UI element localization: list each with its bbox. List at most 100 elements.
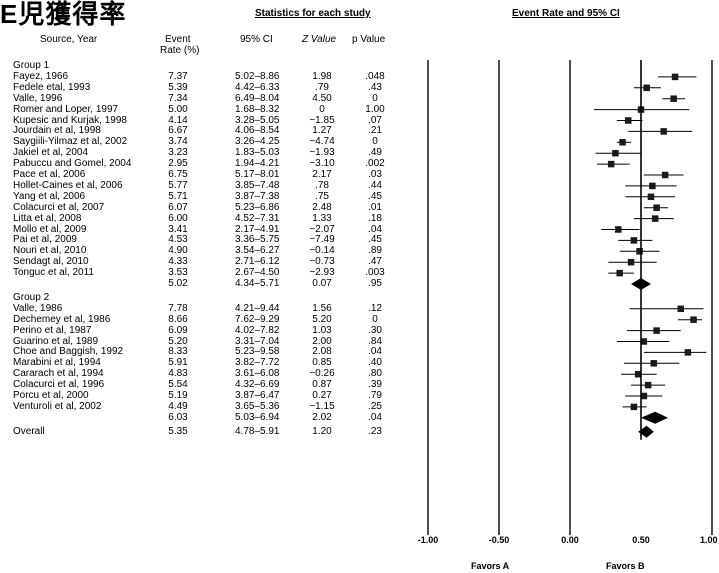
g1-row-6-rate: 3.74 xyxy=(168,136,188,148)
g2-row-8-source: Porcu et al, 2000 xyxy=(13,390,89,401)
g1-row-5-source: Jourdain et al, 1998 xyxy=(13,125,101,137)
overall-p: .23 xyxy=(368,425,382,437)
g2-summary-rate: 6.03 xyxy=(168,411,188,423)
g2-row-9-source: Venturoli et al, 2002 xyxy=(13,400,102,412)
point-estimate xyxy=(647,193,655,201)
x-tick-label: -0.50 xyxy=(488,535,510,545)
g1-row-0-p: .048 xyxy=(365,70,385,82)
point-estimate xyxy=(661,171,669,179)
g1-row-13-source: Litta et al, 2008 xyxy=(13,212,82,224)
g1-row-14-rate: 3.41 xyxy=(168,223,188,235)
g1-row-14-source: Mollo et al, 2009 xyxy=(13,223,87,235)
g1-row-11-z: .75 xyxy=(315,190,329,202)
plot-title: Event Rate and 95% CI xyxy=(512,8,620,19)
g2-row-4-ci: 5.23–9.58 xyxy=(235,346,280,358)
g1-row-11-p: .45 xyxy=(368,190,382,202)
g2-row-0-rate: 7.78 xyxy=(168,302,188,314)
point-estimate xyxy=(619,139,626,146)
g1-row-8-ci: 1.94–4.21 xyxy=(235,158,280,170)
g1-row-7-source: Jakiel et al, 2004 xyxy=(13,147,89,159)
g2-row-0-z: 1.56 xyxy=(312,302,332,314)
g2-row-5-ci: 3.82–7.72 xyxy=(235,357,280,369)
g1-row-18-source: Tonguc et al, 2011 xyxy=(13,267,94,279)
overall-source: Overall xyxy=(13,425,45,437)
g2-row-3-ci: 3.31–7.04 xyxy=(235,335,280,347)
header-source: Source, Year xyxy=(40,34,98,45)
g1-row-11-source: Yang et al, 2006 xyxy=(13,190,86,202)
g2-row-3-source: Guarino et al, 1989 xyxy=(13,335,99,347)
point-estimate xyxy=(615,226,622,233)
g2-row-1-rate: 8.66 xyxy=(168,313,188,325)
g2-row-2-ci: 4.02–7.82 xyxy=(235,324,280,336)
point-estimate xyxy=(636,248,643,255)
g1-row-17-source: Sendagt al, 2010 xyxy=(13,256,89,268)
g1-row-8-rate: 2.95 xyxy=(168,158,188,170)
g1-row-13-ci: 4.52–7.31 xyxy=(235,212,280,224)
g1-row-4-ci: 3.28–5.05 xyxy=(235,114,280,126)
x-tick-label: 1.00 xyxy=(700,535,718,545)
g1-row-6-p: 0 xyxy=(372,136,378,148)
g2-row-6-p: .80 xyxy=(368,368,382,380)
g1-row-13-z: 1.33 xyxy=(312,212,332,224)
g1-row-12-ci: 5.23–6.86 xyxy=(235,201,280,213)
point-estimate xyxy=(640,392,648,400)
header-z: Z Value xyxy=(302,34,337,45)
g1-row-18-ci: 2.67–4.50 xyxy=(235,267,280,279)
point-estimate xyxy=(650,360,658,367)
g2-row-1-p: 0 xyxy=(372,313,378,325)
header-event-rate-sub: Rate (%) xyxy=(160,45,200,56)
g1-row-11-rate: 5.71 xyxy=(168,190,188,202)
g1-row-16-ci: 3.54–6.27 xyxy=(235,245,280,257)
g2-row-2-z: 1.03 xyxy=(312,324,332,336)
g2-row-6-source: Cararach et al, 1994 xyxy=(13,368,104,380)
g2-row-3-rate: 5.20 xyxy=(168,335,188,347)
g1-row-14-p: .04 xyxy=(368,223,382,235)
g1-row-9-source: Pace et al, 2006 xyxy=(13,169,86,180)
g1-row-13-rate: 6.00 xyxy=(168,212,188,224)
header-ci: 95% CI xyxy=(240,34,273,45)
g1-row-7-rate: 3.23 xyxy=(168,147,188,159)
point-estimate xyxy=(660,128,667,135)
g2-row-8-ci: 3.87–6.47 xyxy=(235,390,280,401)
g1-row-8-z: −3.10 xyxy=(309,158,335,170)
g2-row-4-rate: 8.33 xyxy=(168,346,188,358)
g2-row-2-p: .30 xyxy=(368,324,382,336)
g1-row-4-z: −1.85 xyxy=(309,114,335,126)
g1-row-4-source: Kupesic and Kurjak, 1998 xyxy=(13,114,127,126)
g2-row-1-source: Dechemey et al, 1986 xyxy=(13,313,111,325)
g1-row-1-p: .43 xyxy=(368,81,382,93)
g1-row-9-rate: 6.75 xyxy=(168,169,188,180)
g1-row-13-p: .18 xyxy=(368,212,382,224)
g1-row-3-p: 1.00 xyxy=(365,103,385,115)
g2-row-8-p: .79 xyxy=(368,390,382,401)
g1-summary-ci: 4.34–5.71 xyxy=(235,278,280,289)
g1-row-16-p: .89 xyxy=(368,245,382,257)
g2-row-9-rate: 4.49 xyxy=(168,400,188,412)
group-label-1: Group 1 xyxy=(13,60,50,71)
overall-diamond xyxy=(638,425,654,438)
g1-row-2-source: Valle, 1996 xyxy=(13,92,63,104)
g1-row-15-source: Pai et al, 2009 xyxy=(13,234,77,246)
g1-row-3-z: 0 xyxy=(319,103,325,115)
point-estimate xyxy=(677,305,685,313)
point-estimate xyxy=(616,269,623,277)
g2-row-8-z: 0.27 xyxy=(312,390,332,401)
g1-row-6-z: −4.74 xyxy=(309,136,335,148)
g1-row-0-ci: 5.02–8.86 xyxy=(235,70,280,82)
point-estimate xyxy=(627,258,635,266)
favors-a-label: Favors A xyxy=(471,561,510,571)
g1-row-12-source: Colacurci et al, 2007 xyxy=(13,201,105,213)
g1-row-12-z: 2.48 xyxy=(312,201,332,213)
overall-ci: 4.78–5.91 xyxy=(235,425,280,437)
g1-row-11-ci: 3.87–7.38 xyxy=(235,190,280,202)
g1-row-17-rate: 4.33 xyxy=(168,256,188,268)
point-estimate xyxy=(651,215,659,222)
page-title: E児獲得率 xyxy=(0,0,127,29)
g2-row-9-p: .25 xyxy=(368,400,382,412)
point-estimate xyxy=(624,117,632,124)
g2-row-7-rate: 5.54 xyxy=(168,379,188,391)
g1-row-10-ci: 3.85–7.48 xyxy=(235,179,280,191)
g1-summary-z: 0.07 xyxy=(312,278,332,289)
g1-row-15-ci: 3.36–5.75 xyxy=(235,234,280,246)
point-estimate xyxy=(630,237,638,244)
